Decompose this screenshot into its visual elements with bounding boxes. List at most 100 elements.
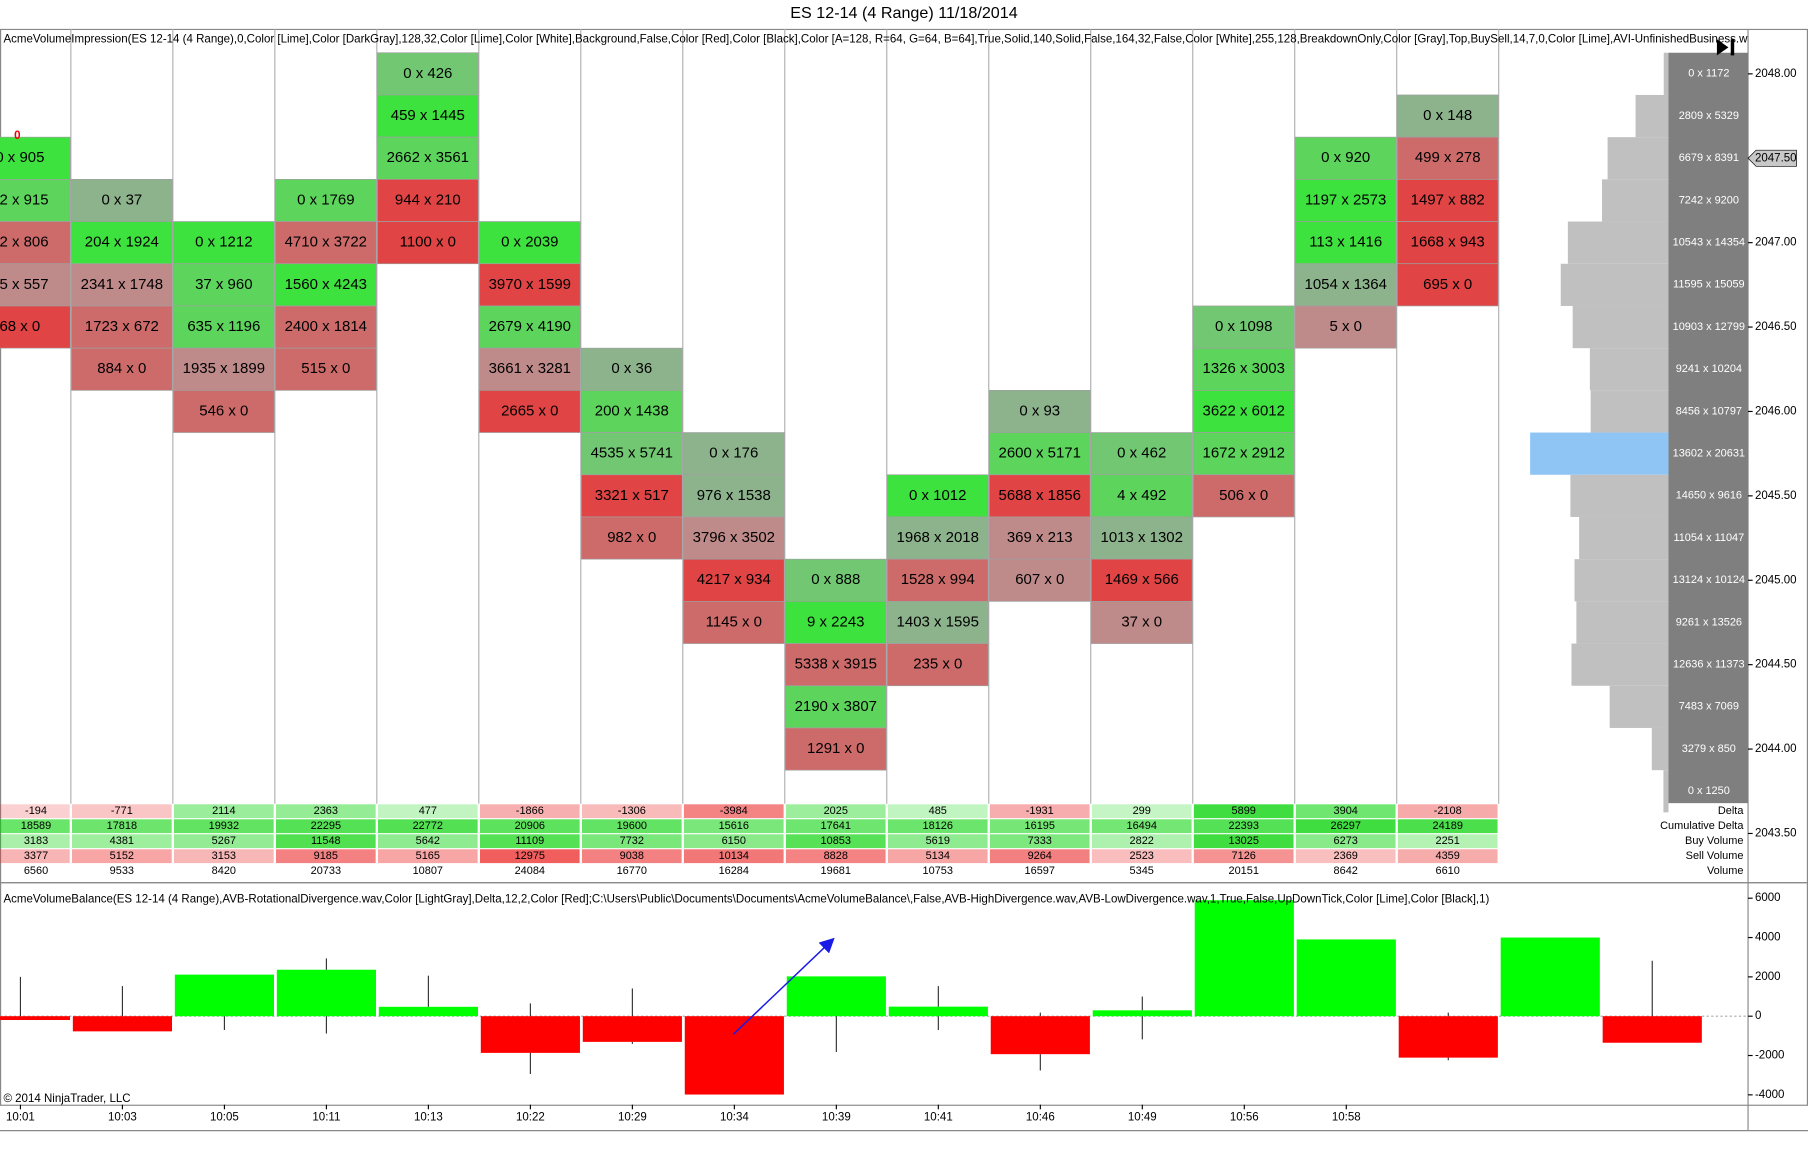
cell-label: 113 x 1416 — [1309, 234, 1382, 251]
summary-cell — [0, 804, 70, 819]
summary-cell — [377, 849, 478, 864]
footprint-cell — [0, 136, 71, 180]
summary-value: 20733 — [311, 865, 341, 877]
x-tick-label: 10:46 — [1026, 1111, 1055, 1123]
footprint-cell — [886, 474, 989, 518]
profile-band — [1668, 52, 1749, 804]
axes: 2048.00 2047.50 2047.00 2046.50 2046.00 2045.… — [6, 68, 1797, 1123]
cell-label: 1528 x 994 — [901, 571, 975, 588]
summary-value: 3153 — [212, 850, 236, 862]
summary-value: 20906 — [515, 820, 545, 832]
cell-label: 1013 x 1302 — [1101, 529, 1183, 546]
profile-bar — [1567, 221, 1669, 264]
window-title: ES 12-14 (4 Range) 11/18/2014 — [790, 4, 1017, 22]
footprint-cell — [377, 136, 479, 180]
profile-label: 3279 x 850 — [1682, 743, 1736, 755]
summary-value: 5165 — [416, 850, 440, 862]
x-tick-label: 10:11 — [312, 1111, 340, 1123]
summary-value: 19932 — [209, 820, 239, 832]
drawn-arrow — [732, 937, 835, 1035]
summary-cell — [989, 849, 1090, 864]
cell-label: 635 x 1196 — [187, 318, 260, 335]
cell-label: 0 x 148 — [1423, 107, 1472, 124]
footprint-cell — [1294, 221, 1397, 265]
cell-label: 1469 x 566 — [1105, 571, 1179, 588]
bar — [786, 976, 886, 1017]
footprint-cell — [173, 390, 275, 433]
summary-label: Delta — [1718, 805, 1744, 817]
summary-cell — [785, 834, 886, 849]
cell-label: 0 x 1212 — [195, 234, 252, 251]
profile-label: 7483 x 7069 — [1679, 701, 1739, 713]
y-tick-label: 0 — [1755, 1010, 1761, 1022]
cell-label: 1560 x 4243 — [285, 276, 367, 293]
footprint-cell — [1396, 263, 1499, 307]
x-tick-label: 10:41 — [924, 1111, 953, 1123]
footprint-cell — [785, 685, 887, 729]
cell-label: 0 x 426 — [403, 65, 452, 82]
summary-value: 22393 — [1229, 820, 1259, 832]
cell-label: 2665 x 0 — [501, 402, 558, 419]
summary-value: 2025 — [824, 805, 848, 817]
profile-bar — [1576, 601, 1669, 644]
footprint-cell — [1396, 136, 1499, 180]
profile-label: 7242 x 9200 — [1679, 194, 1739, 206]
summary-value: 2114 — [212, 805, 236, 817]
profile-label: 13124 x 10124 — [1673, 574, 1745, 586]
summary-value: 3377 — [24, 850, 48, 862]
footprint-area: 0 x 905 72 x 915 72 x 806 75 x 557 68 x 0 0 x… — [0, 28, 1749, 877]
summary-cell — [785, 819, 886, 834]
summary-value: 2822 — [1130, 835, 1154, 847]
summary-value: 10807 — [413, 865, 443, 877]
summary-value: 15616 — [719, 820, 749, 832]
y-tick-label: -2000 — [1755, 1050, 1784, 1062]
summary-value: 9185 — [314, 850, 338, 862]
summary-value: 9533 — [110, 865, 134, 877]
summary-value: 18589 — [21, 820, 51, 832]
cell-label: 3622 x 6012 — [1203, 402, 1285, 419]
footprint-cell — [886, 516, 989, 560]
summary-cell — [1091, 804, 1192, 819]
summary-cell — [683, 849, 784, 864]
cell-label: 982 x 0 — [607, 529, 656, 546]
footprint-cell — [479, 305, 581, 349]
cell-label: 5338 x 3915 — [795, 656, 877, 673]
bar — [1398, 1016, 1498, 1058]
summary-cell — [479, 849, 580, 864]
x-tick-label: 10:05 — [210, 1111, 239, 1123]
summary-value: 18126 — [923, 820, 953, 832]
indicator-label: AcmeVolumeBalance(ES 12-14 (4 Range),AVB… — [3, 893, 1489, 905]
footprint-cell — [173, 263, 275, 307]
summary-value: 4359 — [1436, 850, 1460, 862]
y-tick-label: -4000 — [1755, 1089, 1784, 1101]
summary-cell — [683, 834, 784, 849]
cell-label: 0 x 1098 — [1215, 318, 1272, 335]
footprint-cell — [479, 263, 581, 307]
summary-cell — [0, 849, 70, 864]
summary-value: -1306 — [618, 805, 646, 817]
summary-value: 4381 — [110, 835, 134, 847]
indicator-label: AcmeVolumeImpression(ES 12-14 (4 Range),… — [3, 33, 1776, 45]
footprint-cell — [479, 221, 581, 265]
summary-value: 5642 — [416, 835, 440, 847]
footprint-cell — [581, 474, 683, 518]
cell-label: 0 x 36 — [611, 360, 652, 377]
cell-label: 0 x 2039 — [501, 234, 558, 251]
summary-value: 299 — [1133, 805, 1151, 817]
profile-label: 12636 x 11373 — [1673, 659, 1745, 671]
summary-cell — [887, 804, 988, 819]
summary-cell — [1193, 834, 1294, 849]
footprint-cell — [683, 474, 785, 518]
summary-value: 2251 — [1436, 835, 1460, 847]
cell-label: 1935 x 1899 — [183, 360, 265, 377]
bar — [684, 1016, 784, 1095]
footprint-cell — [1294, 136, 1397, 180]
summary-label: Sell Volume — [1686, 850, 1744, 862]
footprint-cell — [988, 474, 1091, 518]
summary-cell — [377, 819, 478, 834]
footprint-cell — [785, 727, 887, 771]
profile-bar — [1590, 390, 1669, 433]
bar — [1194, 900, 1294, 1017]
cell-label: 369 x 213 — [1007, 529, 1073, 546]
jump-to-end-button[interactable] — [1716, 39, 1735, 56]
